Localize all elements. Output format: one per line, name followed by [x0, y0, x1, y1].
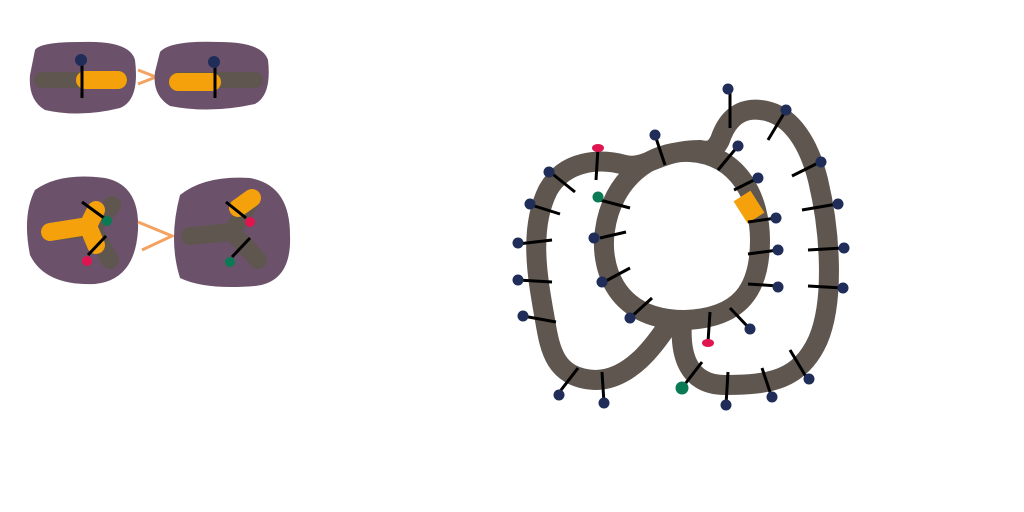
node: [512, 237, 524, 249]
node: [588, 232, 600, 244]
node: [649, 129, 661, 141]
node: [772, 244, 784, 256]
tick: [728, 306, 751, 330]
node: [837, 282, 849, 294]
highlight-segment: [733, 190, 765, 224]
node: [780, 104, 792, 116]
inner-loop: [593, 141, 770, 330]
node: [592, 191, 604, 203]
node: [512, 274, 524, 286]
node: [832, 198, 844, 210]
node: [82, 256, 92, 266]
node: [766, 391, 778, 403]
node: [720, 399, 732, 411]
tick: [517, 238, 553, 246]
node: [543, 166, 555, 178]
arrow: [137, 220, 176, 252]
tick: [599, 198, 631, 210]
tick: [594, 147, 600, 181]
arrow: [137, 68, 161, 86]
node: [598, 397, 610, 409]
left-loop: [526, 140, 710, 390]
node: [553, 389, 565, 401]
tick: [766, 109, 788, 141]
tick: [807, 246, 844, 252]
tick: [225, 200, 247, 220]
node: [838, 242, 850, 254]
highlight: [229, 189, 261, 217]
tick: [788, 349, 810, 381]
tick: [791, 160, 821, 178]
tick: [603, 266, 631, 284]
node: [702, 339, 714, 347]
node: [225, 257, 235, 267]
tick: [522, 314, 557, 324]
main-track: [526, 99, 839, 395]
node: [675, 381, 689, 395]
tick: [801, 202, 838, 212]
node: [517, 310, 529, 322]
tick: [81, 200, 105, 220]
node: [592, 144, 604, 152]
node: [744, 323, 756, 335]
node: [803, 373, 815, 385]
right-loop: [671, 99, 839, 395]
node: [770, 212, 782, 224]
node: [772, 281, 784, 293]
node: [524, 198, 536, 210]
tick: [556, 367, 580, 395]
tick: [706, 311, 712, 343]
highlight: [41, 201, 105, 254]
node: [75, 54, 87, 66]
node: [245, 217, 255, 227]
node: [752, 172, 764, 184]
node: [722, 83, 734, 95]
track-ticks: [512, 83, 850, 411]
tick: [230, 236, 252, 259]
node: [596, 276, 608, 288]
tick: [517, 278, 553, 284]
node: [624, 312, 636, 324]
tick: [807, 284, 844, 290]
node: [102, 216, 112, 226]
tick: [86, 234, 108, 257]
example-panels: [26, 41, 291, 287]
tick: [724, 371, 730, 406]
node: [732, 140, 744, 152]
tick: [599, 230, 627, 240]
node: [815, 156, 827, 168]
node: [208, 56, 220, 68]
tick: [549, 170, 576, 194]
